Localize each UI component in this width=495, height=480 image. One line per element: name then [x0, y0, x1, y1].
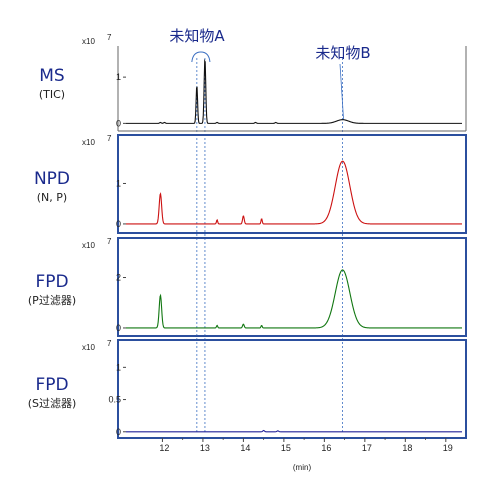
y-tick-label: 2	[116, 273, 121, 283]
panel-1: x10 7 1 0 MS (TIC)	[39, 33, 467, 132]
panel-3: x10 7 2 0 FPD (P过滤器)	[28, 237, 467, 337]
detector-name: FPD	[35, 272, 68, 292]
panel-2: x10 7 1 0 NPD (N, P)	[34, 134, 467, 234]
y-tick-label: 1	[116, 362, 121, 372]
detector-name: MS	[39, 66, 64, 86]
y-tick-label: 0	[116, 118, 121, 128]
detector-subtitle: (TIC)	[39, 88, 65, 101]
x-axis-label: (min)	[293, 463, 312, 472]
panel-4: x10 7 1 0.5 0 FPD (S过滤器)	[28, 339, 467, 439]
y-tick-label: 0	[116, 323, 121, 333]
x-tick-label: 17	[362, 443, 372, 453]
scale-exponent: 7	[107, 134, 112, 143]
scale-exponent: 7	[107, 33, 112, 42]
scale-exponent: 7	[107, 339, 112, 348]
annotation-leader-line	[339, 63, 344, 121]
series-trace	[126, 269, 462, 329]
series-trace	[126, 160, 462, 225]
scale-exponent: 7	[107, 237, 112, 246]
panel-frame	[117, 339, 467, 439]
series-trace	[126, 429, 462, 433]
detector-subtitle: (S过滤器)	[28, 397, 77, 410]
x-tick-label: 15	[281, 443, 291, 453]
x-tick-label: 16	[321, 443, 331, 453]
detector-name: FPD	[35, 375, 68, 395]
detector-subtitle: (P过滤器)	[28, 294, 76, 307]
scale-label: x10	[82, 241, 95, 250]
detector-name: NPD	[34, 169, 70, 189]
y-tick-label: 1	[116, 178, 121, 188]
x-tick-label: 19	[443, 443, 453, 453]
scale-label: x10	[82, 37, 95, 46]
annotation-brace	[191, 51, 211, 63]
x-tick-label: 12	[159, 443, 169, 453]
scale-label: x10	[82, 343, 95, 352]
x-tick-label: 18	[402, 443, 412, 453]
annotation-label: 未知物B	[315, 44, 370, 62]
y-tick-label: 0	[116, 219, 121, 229]
detector-subtitle: (N, P)	[37, 191, 67, 204]
panel-frame	[117, 134, 467, 234]
x-tick-label: 13	[200, 443, 210, 453]
x-tick-label: 14	[240, 443, 250, 453]
annotation-layer: 未知物A 未知物B	[169, 27, 371, 434]
series-trace	[126, 58, 462, 124]
y-tick-label: 1	[116, 72, 121, 82]
annotation-label: 未知物A	[169, 27, 225, 45]
scale-label: x10	[82, 138, 95, 147]
panel-frame	[117, 237, 467, 337]
panels-layer: x10 7 1 0 MS (TIC) x10 7 1 0 NPD (N, P) x10 7 2 0 FPD (P过…	[28, 33, 467, 439]
y-tick-label: 0.5	[108, 395, 121, 405]
x-axis: 12 13 14 15 16 17 18 19 (min)	[159, 438, 453, 472]
y-tick-label: 0	[116, 427, 121, 437]
